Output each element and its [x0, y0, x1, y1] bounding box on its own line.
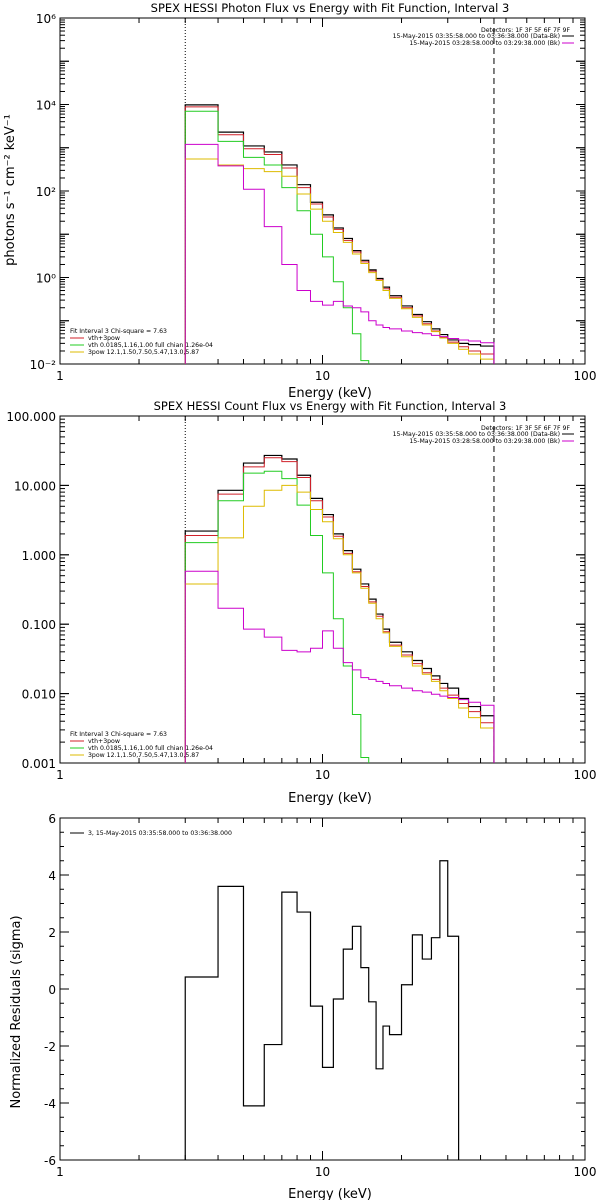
residuals-legend: 3, 15-May-2015 03:35:58.000 to 03:36:38.…	[88, 830, 232, 837]
photon-flux-x-tick-label: 1	[56, 369, 64, 383]
residuals-y-tick-label: -6	[44, 1154, 56, 1168]
count-flux-fit-yellow: 3pow 12.1,1.50,7.50,5.47,13.0,5.87	[88, 752, 199, 759]
count-flux-series-bpow	[184, 484, 495, 763]
photon-flux-x-tick-label: 10	[315, 369, 330, 383]
count-flux-xlabel: Energy (keV)	[288, 791, 372, 806]
photon-flux-ylabel: photons s⁻¹ cm⁻² keV⁻¹	[3, 114, 18, 266]
photon-flux-y-tick-label: 10⁻²	[30, 358, 57, 372]
photon-flux-series-vth	[184, 110, 370, 364]
count-flux-title: SPEX HESSI Count Flux vs Energy with Fit…	[154, 399, 507, 413]
count-flux-fit-info: Fit Interval 3 Chi-square = 7.63	[70, 731, 167, 738]
count-flux-y-tick-label: 0.100	[22, 618, 56, 632]
count-flux-series-fit	[184, 457, 495, 763]
photon-flux-frame	[59, 17, 586, 365]
photon-flux-y-tick-label: 10⁴	[36, 99, 56, 113]
residuals-y-tick-label: 4	[48, 869, 56, 883]
photon-flux-plot-area: 1 10 100 10⁻² 10⁰ 10² 10⁴ 10⁶	[30, 12, 597, 383]
count-flux-y-tick-label: 0.010	[22, 688, 56, 702]
photon-flux-y-tick-label: 10²	[36, 185, 56, 199]
residuals-frame	[59, 817, 586, 1161]
photon-flux-legend-data: 15-May-2015 03:35:58.000 to 03:36:38.000…	[393, 33, 560, 40]
photon-flux-y-tick-label: 10⁰	[36, 272, 56, 286]
residuals-x-tick-label: 100	[574, 1165, 597, 1179]
count-flux-series-total	[184, 454, 495, 763]
count-flux-series-bk	[184, 570, 495, 763]
residuals-x-tick-label: 1	[56, 1165, 64, 1179]
photon-flux-fit-yellow: 3pow 12.1,1.50,7.50,5.47,13.0,5.87	[88, 349, 199, 356]
residuals-y-tick-label: -4	[44, 1097, 56, 1111]
photon-flux-series-group	[184, 104, 495, 364]
count-flux-y-tick-label: 1.000	[22, 549, 56, 563]
residuals-panel: Energy (keV) Normalized Residuals (sigma…	[9, 830, 372, 1200]
count-flux-x-tick-label: 1	[56, 768, 64, 782]
count-flux-x-tick-label: 100	[574, 768, 597, 782]
count-flux-y-tick-label: 100.000	[6, 410, 56, 424]
residuals-y-tick-label: 6	[48, 812, 56, 826]
count-flux-fit-red: vth+3pow	[88, 738, 120, 745]
count-flux-y-tick-label: 0.001	[22, 757, 56, 771]
count-flux-plot-area: 1 10 100 0.001 0.010 0.100 1.000 10.000 100.000	[6, 410, 597, 782]
photon-flux-fit-red: vth+3pow	[88, 335, 120, 342]
count-flux-fit-green: vth 0.0185,1.16,1.00 full chian 1.26e-04	[88, 745, 213, 752]
count-flux-detectors: Detectors: 1F 3F 5F 6F 7F 9F	[481, 425, 570, 432]
residuals-x-tick-label: 10	[315, 1165, 330, 1179]
count-flux-legend-bk: 15-May-2015 03:28:58.000 to 03:29:38.000…	[409, 438, 560, 445]
photon-flux-fit-info: Fit Interval 3 Chi-square = 7.63	[70, 328, 167, 335]
photon-flux-fit-green: vth 0.0185,1.16,1.00 full chian 1.26e-04	[88, 342, 213, 349]
photon-flux-y-tick-label: 10⁶	[36, 12, 56, 26]
photon-flux-xlabel: Energy (keV)	[288, 386, 372, 401]
residuals-y-tick-label: -2	[44, 1040, 56, 1054]
photon-flux-series-bk	[184, 143, 495, 364]
residuals-xlabel: Energy (keV)	[288, 1187, 372, 1200]
photon-flux-panel: SPEX HESSI Photon Flux vs Energy with Fi…	[3, 1, 574, 401]
residuals-plot-area: 1 10 100 -6 -4 -2 0 2 4 6	[44, 812, 597, 1179]
count-flux-series-group	[184, 454, 495, 763]
residuals-ylabel: Normalized Residuals (sigma)	[9, 915, 24, 1108]
photon-flux-detectors: Detectors: 1F 3F 5F 6F 7F 9F	[481, 27, 570, 34]
residuals-series-group	[184, 860, 460, 1160]
count-flux-x-tick-label: 10	[315, 768, 330, 782]
photon-flux-legend-bk: 15-May-2015 03:28:58.000 to 03:29:38.000…	[409, 40, 560, 47]
residuals-series-residuals	[184, 860, 460, 1160]
photon-flux-series-bpow	[184, 158, 495, 364]
residuals-y-tick-label: 0	[48, 983, 56, 997]
count-flux-y-tick-label: 10.000	[14, 479, 56, 493]
count-flux-series-vth	[184, 470, 370, 763]
photon-flux-x-tick-label: 100	[574, 369, 597, 383]
residuals-y-tick-label: 2	[48, 926, 56, 940]
count-flux-legend-data: 15-May-2015 03:35:58.000 to 03:36:38.000…	[393, 431, 560, 438]
count-flux-frame	[59, 415, 586, 764]
count-flux-panel: SPEX HESSI Count Flux vs Energy with Fit…	[70, 399, 574, 806]
photon-flux-title: SPEX HESSI Photon Flux vs Energy with Fi…	[151, 1, 510, 15]
